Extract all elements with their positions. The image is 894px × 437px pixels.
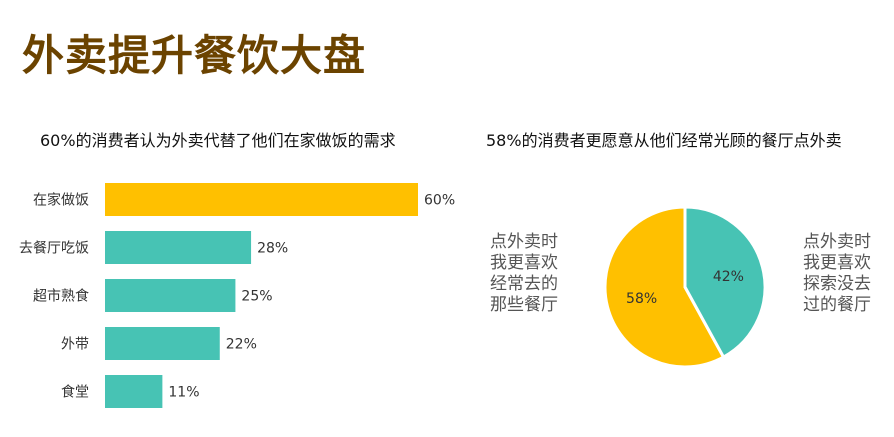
- category-label-0: 在家做饭: [33, 192, 89, 209]
- pie-slice-0: [603, 205, 726, 369]
- pie-chart-title: 58%的消费者更愿意从他们经常光顾的餐厅点外卖: [486, 131, 842, 150]
- value-label-3: 22%: [226, 337, 257, 353]
- pie-slice-1: [683, 205, 767, 360]
- pie-legend-left: 点外卖时我更喜欢经常去的那些餐厅: [490, 232, 558, 315]
- value-label-4: 11%: [168, 385, 199, 401]
- value-label-0: 60%: [424, 193, 455, 209]
- category-label-2: 超市熟食: [33, 288, 89, 305]
- bar-chart: 在家做饭 60% 去餐厅吃饭 28% 超市熟食 25% 外带 22% 食堂 11%: [19, 183, 455, 408]
- bar-chart-title: 60%的消费者认为外卖代替了他们在家做饭的需求: [40, 131, 396, 150]
- bar-4: [105, 375, 163, 408]
- pie-label-1: 42%: [713, 269, 744, 285]
- bar-2: [105, 279, 236, 312]
- value-label-1: 28%: [257, 241, 288, 257]
- bar-1: [105, 231, 252, 264]
- pie-chart: 58% 42%: [603, 205, 767, 369]
- bar-3: [105, 327, 220, 360]
- bar-0: [105, 183, 418, 216]
- value-label-2: 25%: [241, 289, 272, 305]
- page-title: 外卖提升餐饮大盘: [22, 31, 367, 80]
- category-label-3: 外带: [61, 337, 89, 353]
- pie-legend-right: 点外卖时我更喜欢探索没去过的餐厅: [803, 232, 871, 315]
- category-label-1: 去餐厅吃饭: [19, 241, 89, 257]
- category-label-4: 食堂: [61, 384, 89, 401]
- pie-label-0: 58%: [626, 291, 657, 307]
